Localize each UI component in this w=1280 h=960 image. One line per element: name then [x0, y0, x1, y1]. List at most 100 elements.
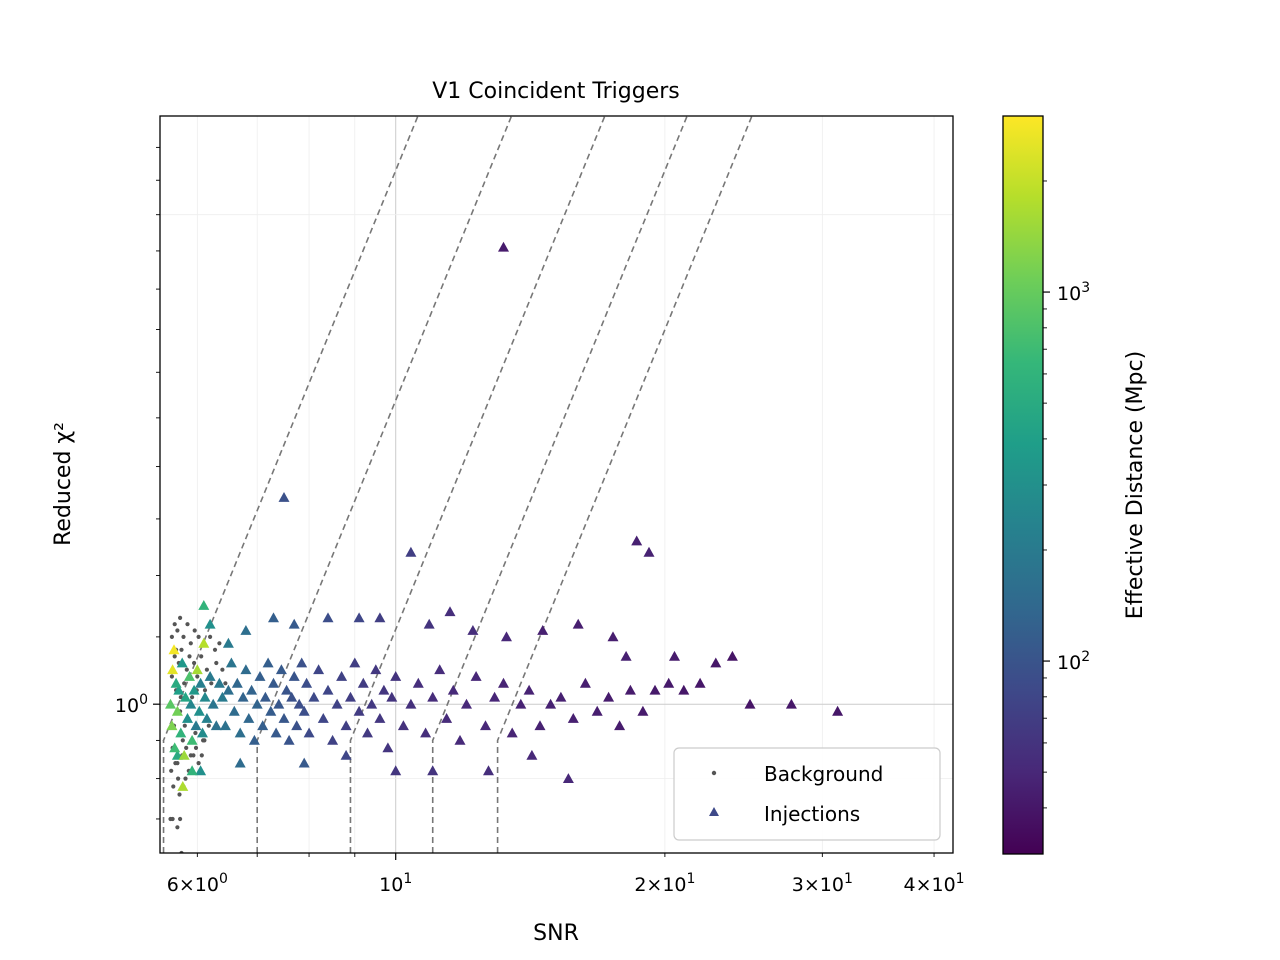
x-axis-label: SNR [533, 921, 579, 946]
injection-point [216, 691, 228, 702]
injection-point [349, 657, 361, 668]
threshold-contours [162, 116, 753, 853]
injection-point [545, 698, 557, 709]
background-point [173, 761, 178, 766]
x-tick-label: 101 [379, 871, 412, 896]
injection-point [480, 720, 491, 731]
injection-point [188, 684, 200, 695]
injection-point [193, 705, 205, 716]
injection-point [171, 705, 183, 716]
injection-point [288, 618, 300, 629]
injection-point [370, 664, 382, 675]
injection-point [278, 492, 290, 502]
injection-point [254, 671, 266, 681]
injection-point [198, 637, 210, 648]
injection-point [204, 618, 216, 629]
injection-point [243, 713, 255, 723]
injection-point [317, 713, 329, 723]
injection-point [390, 671, 402, 681]
injection-point [235, 856, 246, 866]
injection-point [669, 650, 680, 661]
injection-point [336, 671, 348, 681]
injection-point [251, 698, 263, 709]
injection-point [286, 691, 298, 702]
background-point [199, 753, 204, 758]
injection-point [607, 631, 619, 642]
injection-point [405, 698, 417, 709]
legend-injections-marker [709, 807, 719, 816]
injection-point [420, 727, 432, 738]
injection-point [296, 657, 308, 668]
injection-point [190, 720, 202, 731]
injection-point [275, 664, 287, 675]
injection-point [374, 612, 386, 623]
background-point [199, 654, 204, 659]
background-point [212, 647, 218, 652]
chart-title: V1 Coincident Triggers [432, 79, 680, 104]
injection-point [248, 734, 260, 745]
injection-point [199, 691, 211, 702]
x-axis-ticks: 6×100 101 2×101 3×101 4×101 [167, 853, 965, 896]
injection-point [744, 698, 756, 709]
injection-point [614, 720, 626, 731]
background-point [169, 634, 174, 640]
injection-point [454, 734, 466, 745]
injection-point [386, 691, 398, 702]
injection-point [374, 713, 386, 723]
background-point [195, 674, 200, 679]
injection-point [444, 606, 456, 617]
injection-point [308, 691, 320, 702]
injection-point [353, 612, 365, 623]
injection-point [567, 713, 579, 723]
injection-point [240, 664, 252, 675]
injection-point [268, 677, 279, 688]
injection-point [204, 671, 216, 681]
injection-point [185, 698, 197, 709]
y-axis-label: Reduced χ² [51, 422, 76, 546]
background-point [180, 738, 185, 743]
injection-point [362, 727, 373, 738]
threshold-contour [496, 116, 753, 853]
injection-point [293, 698, 305, 709]
background-point [175, 825, 180, 830]
injection-point [234, 757, 246, 768]
x-tick-label: 2×101 [634, 871, 695, 896]
background-point [178, 615, 183, 621]
background-point [190, 695, 195, 700]
injection-point [327, 734, 339, 745]
injection-point [397, 720, 409, 731]
x-tick-label: 4×101 [903, 871, 964, 896]
injection-point [506, 727, 518, 738]
background-point [177, 792, 182, 797]
injection-point [180, 691, 191, 702]
injection-point [678, 684, 690, 695]
background-point [169, 768, 174, 773]
injection-point [427, 691, 439, 702]
background-point [169, 674, 174, 679]
injection-point [257, 720, 269, 731]
injection-point [353, 705, 365, 716]
injection-point [186, 765, 198, 776]
injection-point [537, 625, 549, 635]
injection-point [291, 720, 303, 731]
injection-point [534, 720, 546, 731]
injection-point [177, 781, 189, 791]
injection-point [273, 698, 285, 709]
injection-point [259, 691, 271, 702]
injection-point [467, 625, 479, 635]
background-point [172, 622, 177, 627]
injection-point [591, 705, 603, 716]
injection-point [175, 727, 187, 738]
injection-point [195, 677, 207, 688]
background-point [217, 641, 222, 646]
injection-point [303, 727, 315, 738]
background-point [183, 776, 188, 781]
background-point [172, 654, 177, 659]
background-point [202, 688, 208, 693]
injection-point [378, 684, 390, 695]
legend-background-label: Background [764, 762, 883, 786]
injection-point [498, 241, 509, 252]
injection-point [562, 773, 574, 783]
background-point [220, 667, 225, 672]
injection-point [168, 644, 180, 655]
